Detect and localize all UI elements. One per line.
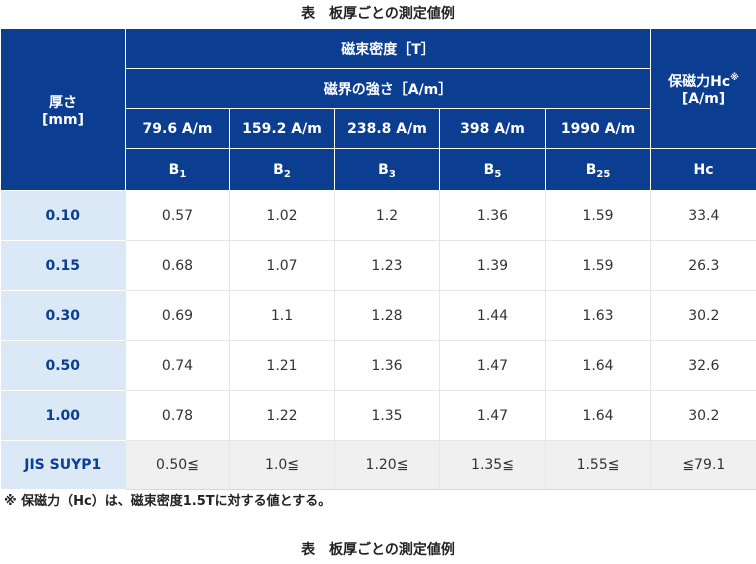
row-thickness: 0.15 [1,241,126,291]
jis-b5: 1.35≦ [440,441,546,490]
symbol-hc: Hc [651,149,756,191]
cell-b25: 1.64 [546,341,651,391]
cell-b25: 1.63 [546,291,651,341]
cell-b2: 1.22 [230,391,335,441]
cell-b25: 1.59 [546,241,651,291]
cell-hc: 30.2 [651,391,756,441]
cell-hc: 32.6 [651,341,756,391]
symbol-b5-sub: 5 [494,169,501,180]
symbol-b3-base: B [378,162,389,178]
cell-b3: 1.28 [335,291,440,341]
row-thickness: 1.00 [1,391,126,441]
next-table-caption: 表 板厚ごとの測定値例 [0,536,756,564]
header-field-5: 1990 A/m [546,109,651,149]
symbol-b1-base: B [169,162,180,178]
cell-b3: 1.23 [335,241,440,291]
jis-b2: 1.0≦ [230,441,335,490]
jis-hc: ≦79.1 [651,441,756,490]
header-thickness-label: 厚さ [49,95,77,111]
measurement-table: 厚さ [mm] 磁束密度［T］ 保磁力Hc※ [A/m] 磁界の強さ［A/m］ … [0,28,756,490]
symbol-b2-base: B [273,162,284,178]
header-coercivity-unit: [A/m] [682,91,725,107]
cell-b3: 1.2 [335,191,440,241]
header-thickness-unit: [mm] [42,112,84,128]
header-field-4: 398 A/m [440,109,546,149]
cell-b25: 1.64 [546,391,651,441]
cell-b3: 1.35 [335,391,440,441]
jis-label: JIS SUYP1 [1,441,126,490]
cell-b25: 1.59 [546,191,651,241]
jis-b3: 1.20≦ [335,441,440,490]
symbol-b1-sub: 1 [179,169,186,180]
cell-b5: 1.47 [440,341,546,391]
symbol-b5: B5 [440,149,546,191]
symbol-b25: B25 [546,149,651,191]
cell-b3: 1.36 [335,341,440,391]
symbol-b25-base: B [586,162,597,178]
table-row: 0.15 0.68 1.07 1.23 1.39 1.59 26.3 [1,241,756,291]
table-row: 0.30 0.69 1.1 1.28 1.44 1.63 30.2 [1,291,756,341]
table-caption: 表 板厚ごとの測定値例 [0,0,756,28]
jis-b25: 1.55≦ [546,441,651,490]
table-row: 1.00 0.78 1.22 1.35 1.47 1.64 30.2 [1,391,756,441]
header-field-3: 238.8 A/m [335,109,440,149]
cell-b5: 1.39 [440,241,546,291]
row-thickness: 0.10 [1,191,126,241]
cell-hc: 30.2 [651,291,756,341]
symbol-b1: B1 [126,149,230,191]
cell-b1: 0.69 [126,291,230,341]
header-flux-density: 磁束密度［T］ [126,29,651,69]
symbol-b5-base: B [484,162,495,178]
header-field-2: 159.2 A/m [230,109,335,149]
table-row: 0.10 0.57 1.02 1.2 1.36 1.59 33.4 [1,191,756,241]
cell-b2: 1.21 [230,341,335,391]
symbol-b2: B2 [230,149,335,191]
cell-b1: 0.78 [126,391,230,441]
jis-row: JIS SUYP1 0.50≦ 1.0≦ 1.20≦ 1.35≦ 1.55≦ ≦… [1,441,756,490]
table-row: 0.50 0.74 1.21 1.36 1.47 1.64 32.6 [1,341,756,391]
cell-b2: 1.02 [230,191,335,241]
jis-b1: 0.50≦ [126,441,230,490]
symbol-b3: B3 [335,149,440,191]
cell-b1: 0.74 [126,341,230,391]
cell-b5: 1.44 [440,291,546,341]
header-coercivity: 保磁力Hc※ [A/m] [651,29,756,149]
row-thickness: 0.30 [1,291,126,341]
row-thickness: 0.50 [1,341,126,391]
cell-b5: 1.47 [440,391,546,441]
cell-b1: 0.57 [126,191,230,241]
header-coercivity-label: 保磁力Hc [668,74,730,90]
cell-b5: 1.36 [440,191,546,241]
symbol-b25-sub: 25 [596,169,610,180]
symbol-b2-sub: 2 [284,169,291,180]
header-thickness: 厚さ [mm] [1,29,126,191]
symbol-b3-sub: 3 [389,169,396,180]
cell-hc: 33.4 [651,191,756,241]
header-field-strength: 磁界の強さ［A/m］ [126,69,651,109]
cell-hc: 26.3 [651,241,756,291]
cell-b2: 1.07 [230,241,335,291]
header-coercivity-mark: ※ [730,73,739,83]
cell-b2: 1.1 [230,291,335,341]
footnote: ※ 保磁力（Hc）は、磁束密度1.5Tに対する値とする。 [4,490,331,509]
header-field-1: 79.6 A/m [126,109,230,149]
cell-b1: 0.68 [126,241,230,291]
